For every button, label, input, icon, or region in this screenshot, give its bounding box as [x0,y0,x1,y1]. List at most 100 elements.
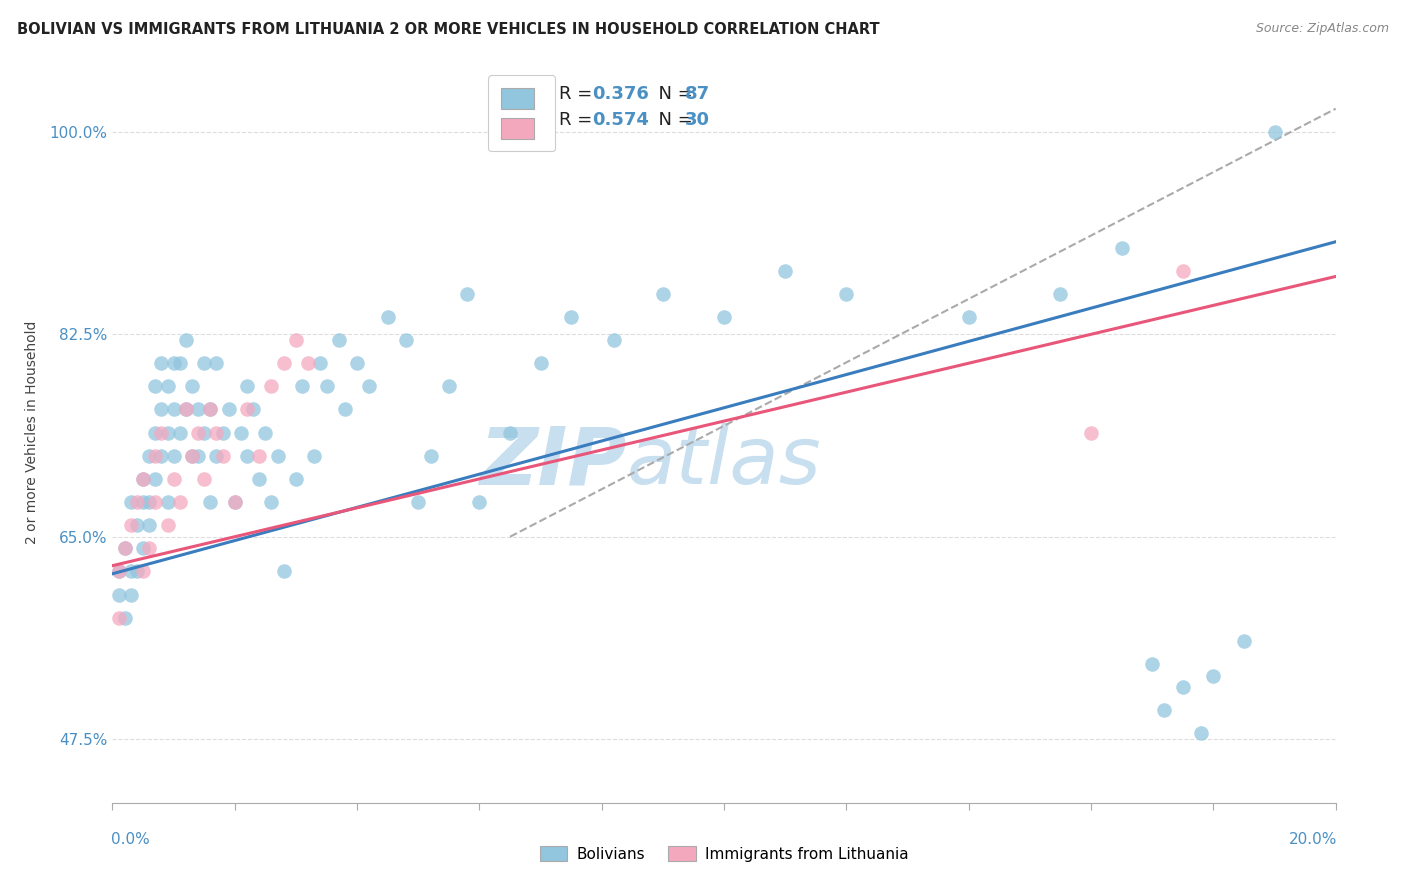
Point [187,402,209,417]
Point [163,356,186,370]
Point [143,425,166,440]
Point [468,495,491,509]
Point [1153,703,1175,717]
Text: 0.574: 0.574 [592,112,648,129]
Point [120,565,142,579]
Point [120,495,142,509]
Point [309,356,332,370]
Point [211,425,233,440]
Point [143,449,166,463]
Point [291,379,314,393]
Point [193,425,215,440]
Point [200,402,222,417]
Point [652,286,675,301]
Point [603,333,626,347]
Point [163,472,186,486]
Point [143,495,166,509]
Point [125,495,148,509]
Point [174,333,197,347]
Point [713,310,735,324]
Point [163,402,186,417]
Point [125,565,148,579]
Point [138,518,160,533]
Point [187,425,209,440]
Point [205,425,228,440]
Y-axis label: 2 or more Vehicles in Household: 2 or more Vehicles in Household [24,321,38,544]
Point [169,425,191,440]
Point [138,541,160,556]
Point [114,541,136,556]
Point [150,402,173,417]
Point [132,472,155,486]
Text: BOLIVIAN VS IMMIGRANTS FROM LITHUANIA 2 OR MORE VEHICLES IN HOUSEHOLD CORRELATIO: BOLIVIAN VS IMMIGRANTS FROM LITHUANIA 2 … [17,22,880,37]
Point [138,449,160,463]
Point [143,379,166,393]
Point [218,402,240,417]
Point [419,449,441,463]
Point [132,495,155,509]
Point [1264,125,1286,139]
Point [247,449,270,463]
Point [242,402,264,417]
Point [359,379,381,393]
Point [174,402,197,417]
Point [284,472,308,486]
Point [138,495,160,509]
Point [200,495,222,509]
Point [835,286,858,301]
Text: R =: R = [560,85,598,103]
Point [1111,240,1133,254]
Text: 30: 30 [685,112,710,129]
Point [169,356,191,370]
Text: N =: N = [647,112,699,129]
Point [187,449,209,463]
Point [456,286,478,301]
Point [181,449,204,463]
Point [125,518,148,533]
Point [169,495,191,509]
Point [236,379,259,393]
Point [775,263,797,277]
Point [1171,680,1194,694]
Text: atlas: atlas [626,423,821,501]
Point [346,356,368,370]
Point [236,449,259,463]
Point [273,356,295,370]
Point [150,425,173,440]
Point [333,402,356,417]
Point [224,495,246,509]
Point [181,379,204,393]
Point [107,588,129,602]
Point [120,518,142,533]
Point [224,495,246,509]
Point [205,356,228,370]
Point [266,449,288,463]
Point [437,379,460,393]
Legend: Bolivians, Immigrants from Lithuania: Bolivians, Immigrants from Lithuania [533,838,915,869]
Text: 87: 87 [685,85,710,103]
Text: N =: N = [647,85,699,103]
Point [107,565,129,579]
Point [1080,425,1102,440]
Point [200,402,222,417]
Point [205,449,228,463]
Point [114,611,136,625]
Text: Source: ZipAtlas.com: Source: ZipAtlas.com [1256,22,1389,36]
Point [247,472,270,486]
Point [156,425,179,440]
Point [260,495,283,509]
Point [107,611,129,625]
Point [315,379,337,393]
Point [254,425,277,440]
Point [163,449,186,463]
Text: 0.0%: 0.0% [111,832,150,847]
Point [193,472,215,486]
Point [297,356,319,370]
Point [132,565,155,579]
Point [328,333,350,347]
Point [120,588,142,602]
Point [150,449,173,463]
Point [132,541,155,556]
Point [1142,657,1164,671]
Point [1171,263,1194,277]
